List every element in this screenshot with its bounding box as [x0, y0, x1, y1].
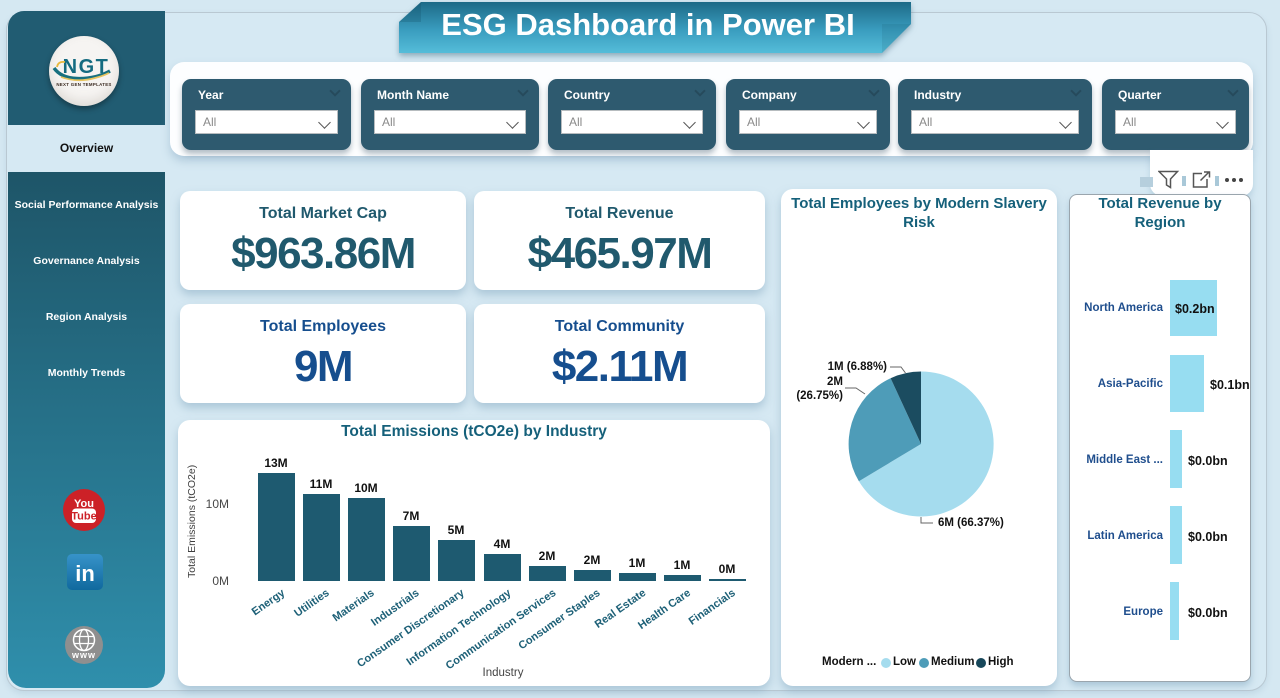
svg-text:Tube: Tube [71, 511, 96, 523]
svg-text:NEXT GEN TEMPLATES: NEXT GEN TEMPLATES [56, 82, 111, 87]
svg-text:www: www [71, 650, 96, 660]
svg-text:NGT: NGT [63, 56, 110, 78]
svg-text:in: in [75, 561, 95, 586]
svg-text:You: You [74, 498, 94, 510]
